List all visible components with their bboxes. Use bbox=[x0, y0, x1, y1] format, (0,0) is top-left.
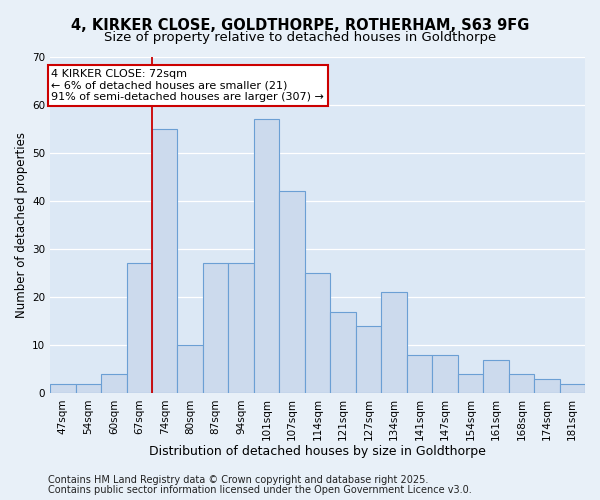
Bar bbox=[203, 264, 229, 394]
Text: Size of property relative to detached houses in Goldthorpe: Size of property relative to detached ho… bbox=[104, 31, 496, 44]
Bar bbox=[178, 345, 203, 394]
Text: 4, KIRKER CLOSE, GOLDTHORPE, ROTHERHAM, S63 9FG: 4, KIRKER CLOSE, GOLDTHORPE, ROTHERHAM, … bbox=[71, 18, 529, 32]
Bar bbox=[280, 191, 305, 394]
Text: Contains HM Land Registry data © Crown copyright and database right 2025.: Contains HM Land Registry data © Crown c… bbox=[48, 475, 428, 485]
Text: Contains public sector information licensed under the Open Government Licence v3: Contains public sector information licen… bbox=[48, 485, 472, 495]
Bar bbox=[534, 379, 560, 394]
Bar bbox=[254, 119, 280, 394]
Bar bbox=[381, 292, 407, 394]
Y-axis label: Number of detached properties: Number of detached properties bbox=[15, 132, 28, 318]
Bar bbox=[560, 384, 585, 394]
Bar bbox=[229, 264, 254, 394]
Bar bbox=[432, 355, 458, 394]
Bar bbox=[407, 355, 432, 394]
Bar bbox=[127, 264, 152, 394]
Bar bbox=[458, 374, 483, 394]
Bar bbox=[331, 312, 356, 394]
Bar bbox=[305, 273, 331, 394]
Bar bbox=[509, 374, 534, 394]
Bar bbox=[50, 384, 76, 394]
Bar bbox=[76, 384, 101, 394]
Bar bbox=[152, 128, 178, 394]
Text: 4 KIRKER CLOSE: 72sqm
← 6% of detached houses are smaller (21)
91% of semi-detac: 4 KIRKER CLOSE: 72sqm ← 6% of detached h… bbox=[52, 68, 325, 102]
Bar bbox=[356, 326, 381, 394]
X-axis label: Distribution of detached houses by size in Goldthorpe: Distribution of detached houses by size … bbox=[149, 444, 486, 458]
Bar bbox=[483, 360, 509, 394]
Bar bbox=[101, 374, 127, 394]
